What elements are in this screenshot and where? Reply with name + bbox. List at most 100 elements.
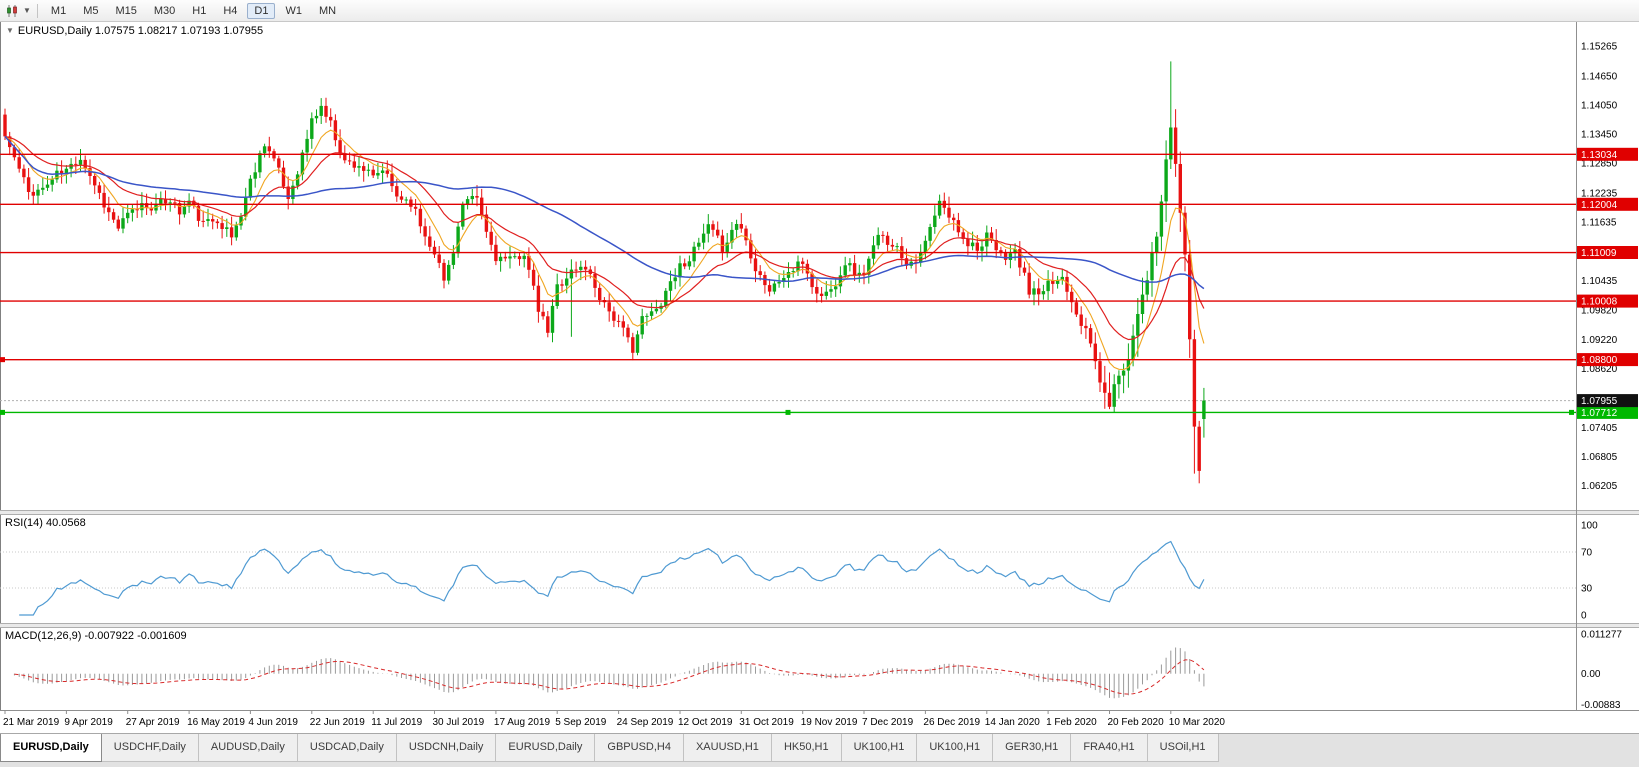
date-label: 9 Apr 2019: [64, 717, 113, 728]
svg-text:1.11009: 1.11009: [1581, 248, 1617, 259]
macd-tick: 0.011277: [1581, 630, 1622, 641]
price-tick: 1.12235: [1581, 189, 1618, 200]
chart-tab-usoil-h1[interactable]: USOil,H1: [1147, 734, 1219, 762]
price-tick: 1.13450: [1581, 130, 1618, 141]
timeframe-button-m15[interactable]: M15: [115, 4, 137, 17]
time-axis[interactable]: 21 Mar 2019 9 Apr 2019 27 Apr 2019 16 May 2…: [3, 710, 1225, 728]
date-label: 27 Apr 2019: [126, 717, 180, 728]
rsi-tick: 0: [1581, 611, 1587, 622]
date-label: 14 Jan 2020: [985, 717, 1040, 728]
chart-tab-audusd-daily[interactable]: AUDUSD,Daily: [198, 734, 298, 762]
chart-tab-usdchf-daily[interactable]: USDCHF,Daily: [101, 734, 199, 762]
timeframe-button-mn[interactable]: MN: [318, 4, 337, 17]
price-tick: 1.09220: [1581, 335, 1618, 346]
date-label: 30 Jul 2019: [433, 717, 485, 728]
svg-text:1.08800: 1.08800: [1581, 355, 1618, 366]
price-tick: 1.08620: [1581, 364, 1618, 375]
svg-text:1.07955: 1.07955: [1581, 396, 1618, 407]
macd-tick: -0.00883: [1581, 700, 1621, 711]
pane-separator[interactable]: [0, 623, 1639, 628]
chart-tab-hk50-h1[interactable]: HK50,H1: [771, 734, 842, 762]
svg-text:1.13034: 1.13034: [1581, 150, 1618, 161]
price-badge: [1577, 147, 1638, 161]
chart-tab-eurusd-daily[interactable]: EURUSD,Daily: [496, 734, 596, 762]
rsi-pane: [0, 540, 1576, 616]
chart-tab-ger30-h1[interactable]: GER30,H1: [993, 734, 1072, 762]
rsi-tick: 30: [1581, 584, 1593, 595]
date-label: 24 Sep 2019: [617, 717, 674, 728]
timeframe-button-m5[interactable]: M5: [83, 4, 99, 17]
timeframe-button-h4[interactable]: H4: [223, 4, 238, 17]
chart-type-dropdown-icon[interactable]: ▼: [23, 6, 31, 15]
line-handle[interactable]: [0, 357, 5, 363]
price-badge: [1577, 197, 1638, 211]
chart-tab-xauusd-h1[interactable]: XAUUSD,H1: [683, 734, 772, 762]
price-axis[interactable]: 1.15265 1.14650 1.14050 1.13450 1.12850 1.122…: [0, 22, 1639, 711]
price-tick: 1.10435: [1581, 276, 1618, 287]
ma-slow-line: [4, 135, 1205, 290]
price-tick: 1.14050: [1581, 101, 1618, 112]
date-label: 1 Feb 2020: [1046, 717, 1097, 728]
date-label: 22 Jun 2019: [310, 717, 365, 728]
price-tick: 1.11635: [1581, 218, 1617, 229]
date-label: 10 Mar 2020: [1169, 717, 1226, 728]
line-handle[interactable]: [1569, 409, 1574, 415]
price-tick: 1.14650: [1581, 71, 1618, 82]
date-label: 12 Oct 2019: [678, 717, 733, 728]
date-label: 16 May 2019: [187, 717, 245, 728]
date-label: 11 Jul 2019: [371, 717, 422, 728]
timeframe-button-m30[interactable]: M30: [153, 4, 176, 17]
date-label: 21 Mar 2019: [3, 717, 60, 728]
line-handle[interactable]: [0, 409, 5, 415]
chart-canvas[interactable]: 1.15265 1.14650 1.14050 1.13450 1.12850 1.122…: [0, 22, 1639, 733]
chart-tab-bar: EURUSD,Daily USDCHF,Daily AUDUSD,Daily USDC…: [0, 733, 1639, 767]
date-label: 31 Oct 2019: [739, 717, 794, 728]
line-handle[interactable]: [785, 409, 791, 415]
timeframe-toolbar: M1 M5 M15 M30 H1 H4 D1 W1 MN: [44, 2, 343, 19]
top-toolbar: ▼ M1 M5 M15 M30 H1 H4 D1 W1 MN: [0, 0, 1639, 22]
chart-tab-usdcad-daily[interactable]: USDCAD,Daily: [297, 734, 397, 762]
price-level-lines: [0, 153, 1576, 415]
svg-text:1.07712: 1.07712: [1581, 408, 1618, 419]
price-tick: 1.07405: [1581, 423, 1618, 434]
chart-tab-gbpusd-h4[interactable]: GBPUSD,H4: [595, 734, 684, 762]
date-label: 19 Nov 2019: [801, 717, 858, 728]
price-tick: 1.06205: [1581, 481, 1618, 492]
chart-type-icon[interactable]: [5, 4, 21, 18]
chart-tab-uk100-h1[interactable]: UK100,H1: [841, 734, 918, 762]
price-tick: 1.09820: [1581, 306, 1618, 317]
price-badge: [1577, 394, 1638, 408]
chart-tab-usdcnh-daily[interactable]: USDCNH,Daily: [396, 734, 497, 762]
date-label: 7 Dec 2019: [862, 717, 914, 728]
macd-signal-line: [14, 659, 1205, 695]
timeframe-button-h1[interactable]: H1: [192, 4, 207, 17]
date-label: 26 Dec 2019: [923, 717, 980, 728]
price-badge: [1577, 405, 1638, 419]
chart-tab-eurusd-daily[interactable]: EURUSD,Daily: [0, 734, 102, 762]
date-label: 5 Sep 2019: [555, 717, 607, 728]
ma-fast-line: [4, 129, 1205, 371]
ma-mid-line: [4, 135, 1205, 341]
macd-pane: [13, 647, 1205, 699]
price-pane: [0, 22, 1576, 710]
candlestick-series: [3, 61, 1206, 484]
price-badge: [1577, 246, 1638, 259]
rsi-tick: 70: [1581, 548, 1593, 559]
svg-text:1.10008: 1.10008: [1581, 297, 1618, 308]
chart-tab-fra40-h1[interactable]: FRA40,H1: [1071, 734, 1148, 762]
timeframe-button-d1[interactable]: D1: [247, 2, 276, 19]
price-badge: [1577, 294, 1638, 308]
chart-window: 1.15265 1.14650 1.14050 1.13450 1.12850 1.122…: [0, 22, 1639, 733]
pane-separator[interactable]: [0, 510, 1639, 515]
price-tick: 1.15265: [1581, 42, 1618, 53]
date-label: 20 Feb 2020: [1108, 717, 1165, 728]
price-tick: 1.12850: [1581, 159, 1618, 170]
date-label: 17 Aug 2019: [494, 717, 551, 728]
rsi-tick: 100: [1581, 521, 1598, 532]
timeframe-button-w1[interactable]: W1: [285, 4, 302, 17]
macd-tick: 0.00: [1581, 669, 1601, 680]
chart-tab-uk100-h1[interactable]: UK100,H1: [917, 734, 994, 762]
price-tick: 1.06805: [1581, 452, 1618, 463]
timeframe-button-m1[interactable]: M1: [50, 4, 67, 17]
